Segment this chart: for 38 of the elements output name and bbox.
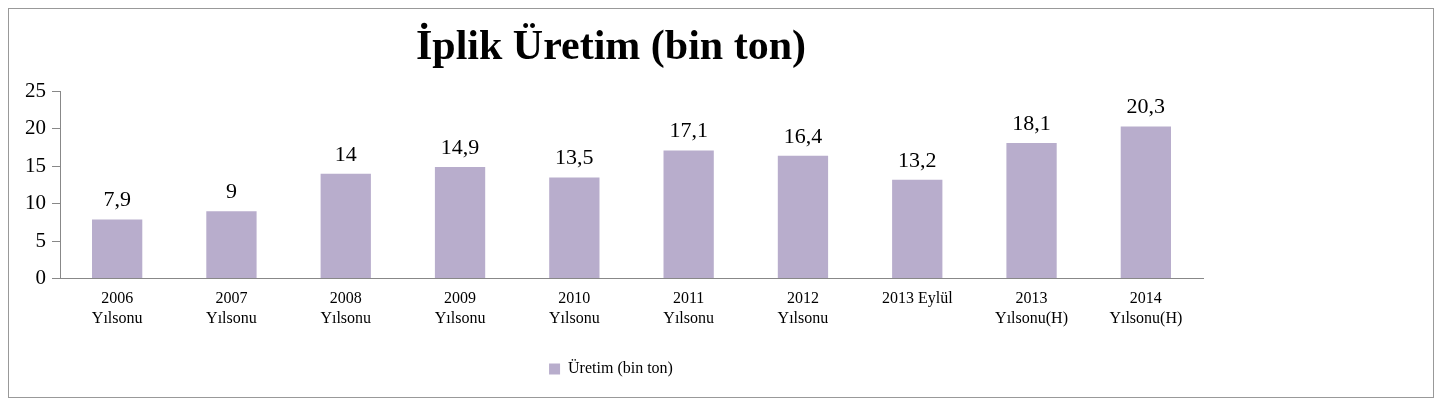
text: 14,9 [440, 133, 480, 159]
x-tick-label: 2012 Yılsonu [777, 289, 829, 326]
text: 7,9 [103, 186, 131, 212]
text: 18,1 [1012, 109, 1051, 135]
text: 13,2 [898, 146, 937, 172]
text: 16,4 [783, 122, 823, 148]
chart-title: İplik Üretim (bin ton) [415, 22, 807, 70]
bar [1006, 143, 1057, 279]
bar [206, 211, 257, 279]
text: 13,5 [555, 144, 594, 170]
bar [777, 155, 829, 279]
x-tick-label: 2011 Yılsonu [663, 289, 714, 326]
bar [92, 219, 143, 279]
bar [1120, 126, 1171, 279]
x-tick-label: 2013 Eylül [881, 289, 954, 308]
text: 17,1 [669, 117, 708, 143]
x-tick-label: 2009 Yılsonu [434, 289, 486, 326]
y-tick-label: 5 [35, 227, 46, 252]
bar [320, 173, 371, 279]
x-tick-label: 2014 Yılsonu(H) [1109, 289, 1183, 327]
y-tick-label: 0 [35, 265, 46, 290]
y-tick-label: 25 [25, 77, 46, 102]
bar [663, 150, 714, 279]
x-tick-label: 2008 Yılsonu [320, 289, 372, 326]
y-tick-label: 10 [25, 190, 46, 215]
text: 20,3 [1126, 93, 1166, 119]
legend-label: Üretim (bin ton) [568, 359, 673, 378]
bar [549, 177, 600, 279]
bar [892, 179, 943, 279]
x-tick-label: 2006 Yılsonu [91, 289, 143, 326]
x-tick-label: 2013 Yılsonu(H) [995, 289, 1068, 327]
text: 9 [225, 177, 237, 203]
text: 14 [334, 140, 357, 166]
bar [434, 167, 486, 279]
x-tick-label: 2010 Yılsonu [549, 289, 600, 326]
x-tick-label: 2007 Yılsonu [206, 289, 257, 326]
y-tick-label: 15 [25, 152, 46, 177]
y-tick-label: 20 [25, 115, 46, 140]
